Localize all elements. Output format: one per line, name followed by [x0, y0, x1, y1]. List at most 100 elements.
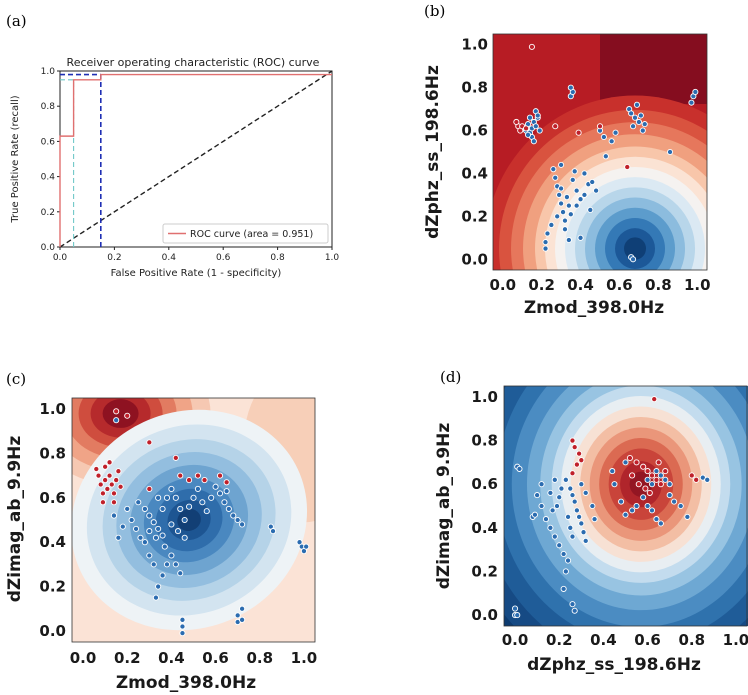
data-point-blue — [524, 131, 532, 138]
data-point-blue — [547, 489, 554, 496]
data-point-blue — [558, 485, 565, 492]
data-point-blue — [530, 138, 537, 145]
data-point-blue — [168, 552, 175, 559]
data-point-blue — [553, 502, 561, 510]
data-point-blue — [631, 114, 639, 121]
data-point-blue — [567, 485, 574, 492]
x-tick-label: 0.0 — [489, 276, 516, 294]
data-point-blue — [630, 123, 637, 130]
data-point-blue — [580, 529, 587, 536]
roc-y-tick-label: 1.0 — [41, 67, 56, 77]
data-point-red — [626, 454, 633, 462]
data-point-red — [576, 450, 583, 457]
data-point-red — [596, 123, 604, 130]
data-point-blue — [179, 616, 186, 623]
data-point-red — [97, 481, 104, 488]
data-point-blue — [239, 616, 246, 623]
data-point-red — [635, 481, 642, 488]
panel-label-c: (c) — [6, 370, 26, 388]
data-point-blue — [662, 476, 669, 483]
data-point-red — [569, 437, 576, 444]
data-point-blue — [653, 468, 660, 475]
blue-region — [177, 508, 201, 532]
data-point-red — [194, 472, 201, 479]
x-tick-label: 0.2 — [528, 276, 555, 294]
y-tick-label: 0.2 — [39, 578, 66, 596]
data-point-blue — [666, 492, 673, 499]
panel-d-x-axis-label: dZphz_ss_198.6Hz — [527, 655, 701, 675]
data-point-blue — [115, 534, 122, 541]
panel-c-points — [93, 408, 310, 637]
data-point-red — [108, 481, 115, 488]
x-tick-label: 0.8 — [246, 649, 273, 667]
x-tick-label: 0.6 — [606, 276, 633, 294]
data-point-red — [651, 396, 658, 403]
data-point-red — [648, 472, 656, 479]
y-tick-label: 0.0 — [471, 606, 498, 624]
panel-c-frame — [71, 397, 316, 643]
data-point-blue — [146, 512, 153, 519]
roc-x-tick-label: 0.4 — [162, 253, 177, 263]
data-point-blue — [190, 494, 197, 501]
data-point-blue — [571, 168, 578, 175]
roc-lines — [59, 70, 333, 248]
data-point-blue — [159, 532, 166, 539]
data-point-blue — [612, 129, 619, 136]
data-point-blue — [611, 481, 618, 488]
panel-b-y-axis-label: dZphz_ss_198.6Hz — [423, 65, 443, 239]
panel-b-decision-rings — [493, 95, 707, 270]
data-point-blue — [560, 550, 567, 558]
data-point-blue — [179, 630, 186, 637]
x-tick-label: 0.0 — [502, 631, 529, 649]
data-point-blue — [630, 256, 637, 263]
data-point-blue — [565, 236, 572, 244]
panel-b-ticks: 0.0 0.2 0.4 0.6 0.8 1.0 0.0 0.2 0.4 0.6 0.8 1.0 — [461, 36, 710, 294]
data-point-red — [99, 490, 106, 497]
data-point-blue — [600, 133, 607, 141]
data-point-blue — [565, 202, 572, 209]
data-point-blue — [234, 516, 241, 524]
data-point-blue — [239, 521, 246, 528]
data-point-blue — [602, 153, 609, 160]
roc-chance-line — [59, 70, 333, 248]
data-point-blue — [556, 542, 563, 549]
data-point-blue — [119, 523, 126, 530]
data-point-red — [644, 468, 651, 475]
roc-legend-label: ROC curve (area = 0.951) — [190, 229, 313, 240]
data-point-blue — [155, 494, 162, 501]
data-point-blue — [622, 459, 629, 466]
data-point-red — [578, 457, 585, 464]
data-point-red — [640, 463, 647, 470]
data-point-blue — [177, 570, 184, 577]
data-point-blue — [239, 605, 246, 612]
data-point-blue — [657, 472, 664, 479]
data-point-red — [95, 472, 102, 479]
data-point-blue — [172, 561, 179, 568]
data-point-red — [115, 468, 122, 475]
data-point-blue — [174, 528, 182, 535]
data-point-blue — [692, 88, 699, 95]
roc-x-tick-label: 0.2 — [107, 253, 121, 263]
x-tick-label: 0.6 — [634, 631, 661, 649]
data-point-blue — [159, 572, 166, 579]
data-point-blue — [618, 498, 625, 505]
data-point-blue — [230, 512, 237, 519]
data-point-blue — [137, 534, 144, 541]
x-tick-label: 1.0 — [723, 631, 748, 649]
roc-title: Receiver operating characteristic (ROC) … — [67, 56, 320, 69]
data-point-blue — [569, 492, 576, 499]
data-point-blue — [534, 112, 541, 119]
data-point-red — [642, 485, 649, 492]
data-point-red — [624, 163, 631, 171]
data-point-blue — [544, 230, 551, 237]
data-point-blue — [573, 202, 580, 209]
data-point-blue — [576, 513, 583, 520]
data-point-blue — [128, 516, 135, 524]
data-point-blue — [593, 187, 600, 194]
data-point-blue — [653, 516, 660, 523]
data-point-blue — [562, 476, 569, 483]
data-point-blue — [549, 507, 556, 514]
roc-panel: Receiver operating characteristic (ROC) … — [10, 56, 339, 279]
roc-y-tick-label: 0.8 — [41, 102, 56, 112]
x-tick-label: 0.4 — [158, 649, 185, 667]
